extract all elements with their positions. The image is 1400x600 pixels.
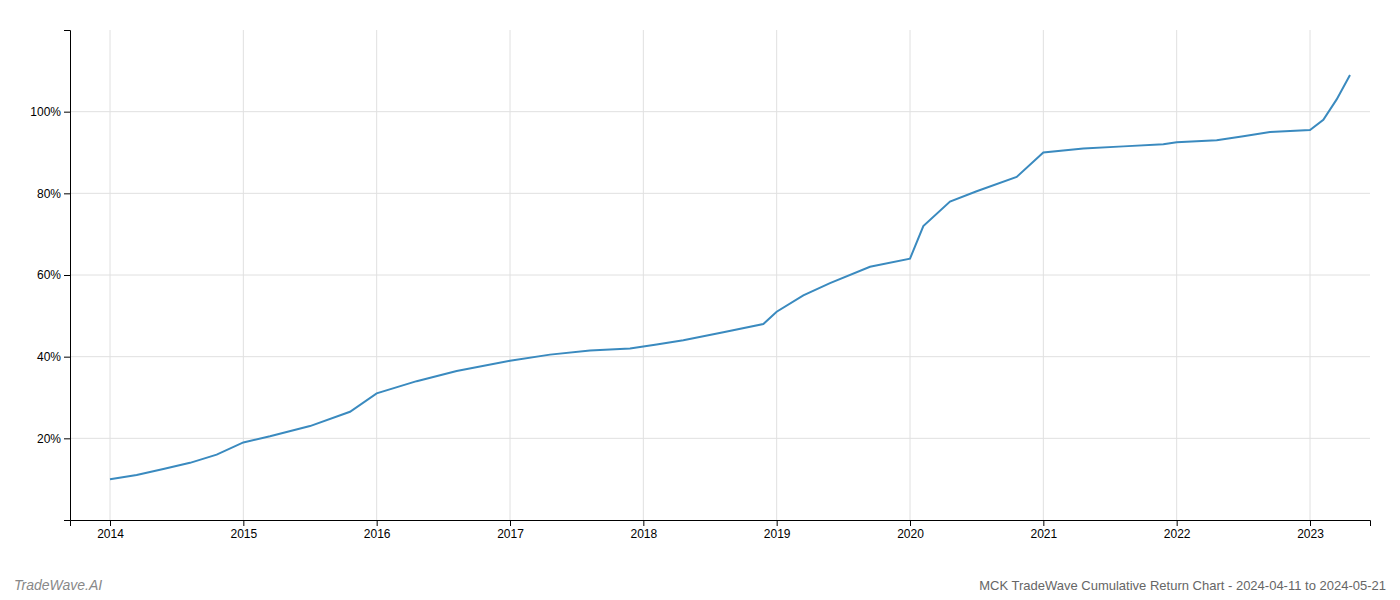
plot: 2014 2015 2016 2017 2018 2019 2020 2021 2022 2023… [30,30,1370,541]
x-tick: 2017 [497,520,524,541]
x-tick: 2014 [97,520,124,541]
line [110,75,1350,479]
grid-line-y [70,111,1370,112]
y-tick-label: 40% [37,350,61,364]
grid-line-y [70,275,1370,276]
x-tick-label: 2021 [1030,527,1057,541]
x-axis-line [71,521,1371,527]
x-tick-mark [1310,520,1311,526]
y-tick-label: 100% [30,105,61,119]
grid [70,30,1370,520]
grid-line-y [70,356,1370,357]
marks [110,75,1350,479]
x-tick-label: 2016 [364,527,391,541]
y-tick-mark [64,438,70,439]
y-tick-mark [64,112,70,113]
x-tick-mark [910,520,911,526]
x-tick-label: 2017 [497,527,524,541]
x-tick: 2021 [1030,520,1057,541]
x-tick: 2019 [764,520,791,541]
x-tick-mark [510,520,511,526]
x-tick-label: 2020 [897,527,924,541]
x-tick-mark [1177,520,1178,526]
x-tick: 2015 [230,520,257,541]
watermark: TradeWave.AI [14,577,102,593]
y-axis-line [64,31,71,521]
x-tick: 2020 [897,520,924,541]
x-tick: 2016 [364,520,391,541]
x-tick-label: 2019 [764,527,791,541]
title: MCK TradeWave Cumulative Return Chart - … [979,578,1386,593]
x-tick: 2018 [630,520,657,541]
x-tick-mark [1043,520,1044,526]
grid-line-y [70,193,1370,194]
chart: 2014 2015 2016 2017 2018 2019 2020 2021 2022 2023… [0,0,1400,600]
x-tick-mark [243,520,244,526]
x-tick-mark [377,520,378,526]
x-axis: 2014 2015 2016 2017 2018 2019 2020 2021 2022 2023 [71,520,1371,541]
y-tick: 80% [37,187,70,201]
y-tick: 20% [37,432,70,446]
y-tick-label: 60% [37,268,61,282]
x-tick-mark [777,520,778,526]
x-tick: 2022 [1164,520,1191,541]
y-tick-mark [64,193,70,194]
y-tick-mark [64,275,70,276]
y-axis: 20% 40% 60% 80% 100% [30,31,70,521]
x-tick-label: 2015 [230,527,257,541]
x-tick-label: 2022 [1164,527,1191,541]
x-tick-label: 2018 [630,527,657,541]
y-tick: 40% [37,350,70,364]
x-tick-mark [110,520,111,526]
y-tick: 100% [30,105,70,119]
y-tick-label: 20% [37,432,61,446]
x-tick: 2023 [1297,520,1324,541]
y-tick: 60% [37,268,70,282]
y-tick-mark [64,357,70,358]
y-tick-label: 80% [37,187,61,201]
x-tick-label: 2023 [1297,527,1324,541]
x-tick-mark [643,520,644,526]
x-tick-label: 2014 [97,527,124,541]
